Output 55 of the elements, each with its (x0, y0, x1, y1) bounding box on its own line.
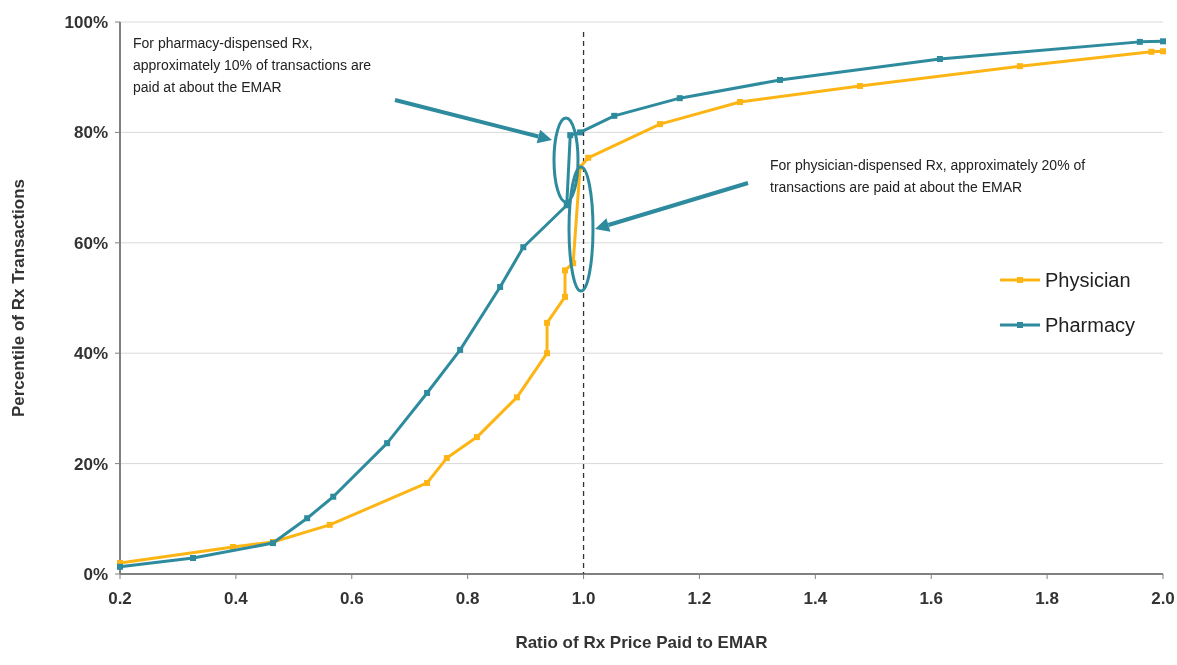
x-axis-title: Ratio of Rx Price Paid to EMAR (515, 633, 768, 652)
x-tick-label: 1.8 (1035, 589, 1059, 608)
y-tick-label: 60% (73, 233, 108, 253)
x-tick-label: 1.0 (571, 589, 596, 608)
x-tick-label: 2.0 (1151, 589, 1175, 608)
y-tick-label: 20% (73, 454, 108, 474)
x-tick-label: 0.8 (455, 589, 480, 608)
point (513, 394, 520, 401)
x-tick-label: 0.2 (108, 589, 132, 608)
point (936, 55, 943, 62)
x-tick-label: 0.4 (224, 589, 249, 608)
point (611, 112, 618, 119)
y-tick-label: 40% (73, 344, 108, 364)
x-tick-label: 1.6 (919, 589, 944, 608)
y-tick-label: 100% (64, 13, 108, 32)
point (544, 319, 551, 326)
legend-label: Pharmacy (1045, 314, 1136, 336)
point (497, 283, 504, 290)
annotation: For physician-dispensed Rx, approximately 20% of transactions are paid at about the EMAR (770, 157, 1086, 195)
point (676, 95, 683, 102)
point (1136, 38, 1143, 45)
point (657, 121, 664, 128)
point (190, 554, 197, 561)
point (520, 244, 527, 251)
point (585, 154, 592, 161)
point (1160, 48, 1166, 55)
annotation: For pharmacy-dispensed Rx, approximately 10% of transactions are paid at about the EMAR (133, 35, 372, 95)
point (1148, 48, 1155, 55)
x-tick-label: 1.2 (687, 589, 712, 608)
point (443, 455, 450, 462)
point (424, 389, 431, 396)
point (457, 346, 464, 353)
point (424, 479, 431, 486)
point (304, 515, 311, 522)
point (117, 563, 123, 570)
x-tick-label: 1.4 (803, 589, 828, 608)
point (384, 440, 391, 447)
x-tick-label: 0.6 (339, 589, 364, 608)
point (473, 434, 480, 441)
point (1160, 38, 1166, 45)
point (562, 267, 569, 274)
legend-label: Physician (1045, 269, 1131, 291)
point (330, 493, 337, 500)
point (567, 132, 574, 139)
point (776, 76, 783, 83)
point (326, 521, 333, 528)
point (856, 83, 863, 90)
y-axis-title: Percentile of Rx Transactions (9, 178, 28, 418)
point (1016, 63, 1023, 70)
point (562, 293, 569, 300)
y-tick-label: 80% (73, 123, 108, 143)
point (577, 129, 584, 136)
y-tick-label: 0% (83, 565, 108, 584)
point (544, 350, 551, 357)
point (737, 99, 744, 106)
